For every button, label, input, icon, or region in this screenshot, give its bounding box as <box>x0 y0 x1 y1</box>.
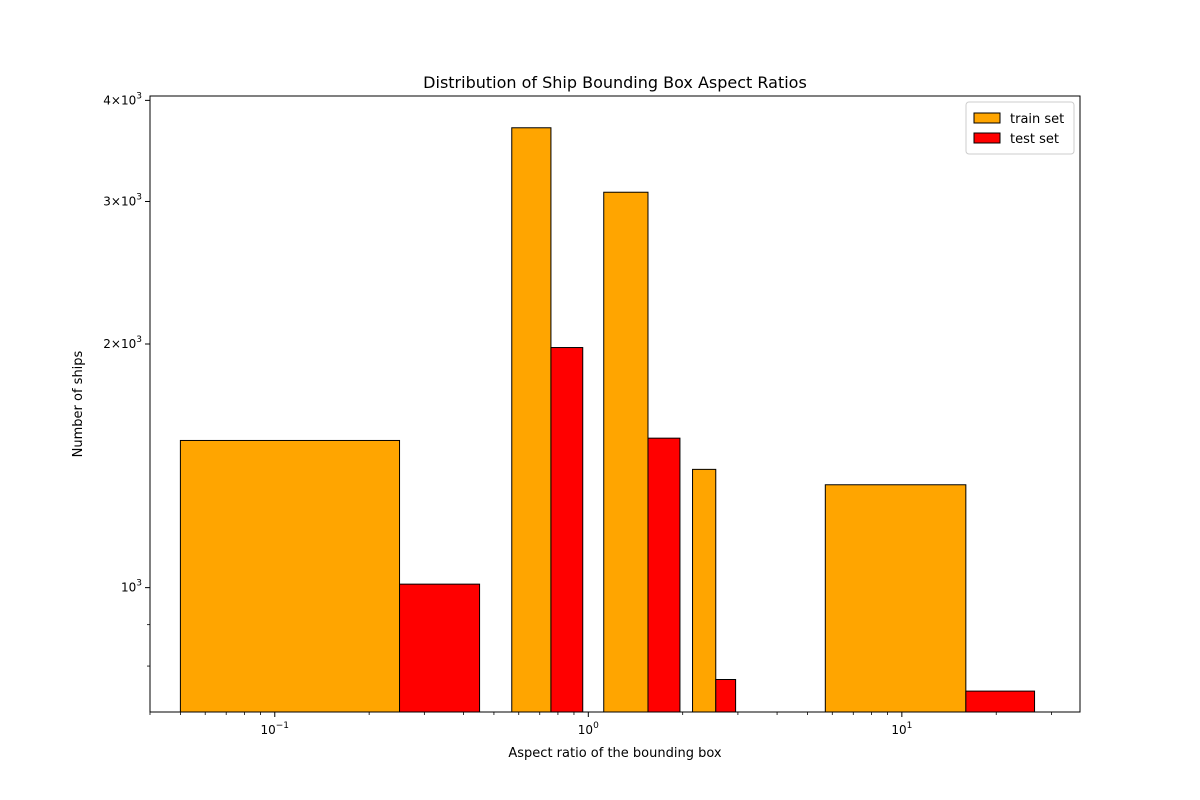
plot-frame <box>149 95 1081 713</box>
x-tick-label-0: 10−1 <box>260 721 289 737</box>
legend: train set test set <box>965 101 1075 155</box>
bars-layer <box>179 127 1036 713</box>
bar-test-set-2 <box>647 437 681 713</box>
legend-label-test-set: test set <box>1010 132 1059 147</box>
bar-test-set-3 <box>715 679 737 713</box>
legend-swatch-train-set <box>973 112 1001 124</box>
bar-train-set-3 <box>692 468 717 713</box>
legend-label-train-set: train set <box>1010 112 1064 127</box>
legend-swatch-test-set <box>973 132 1001 144</box>
y-tick-label-0: 103 <box>121 579 142 595</box>
bar-train-set-1 <box>511 127 552 713</box>
bar-train-set-4 <box>824 484 967 713</box>
y-tick-label-2: 3×103 <box>103 192 142 208</box>
x-tick-label-2: 101 <box>891 721 912 737</box>
bar-train-set-0 <box>179 439 401 713</box>
bar-test-set-0 <box>399 583 481 713</box>
bar-train-set-2 <box>603 191 649 713</box>
y-tick-label-1: 2×103 <box>103 335 142 351</box>
x-tick-label-1: 100 <box>578 721 599 737</box>
y-tick-label-3: 4×103 <box>103 91 142 107</box>
bar-test-set-1 <box>550 347 584 713</box>
chart-title: Distribution of Ship Bounding Box Aspect… <box>423 73 807 92</box>
y-axis-label: Number of ships <box>71 350 86 457</box>
ticks-layer: 10−1 100 101 103 2×103 3×103 4×103 <box>103 91 1052 737</box>
x-axis-label: Aspect ratio of the bounding box <box>508 746 722 761</box>
bar-test-set-4 <box>965 690 1036 713</box>
